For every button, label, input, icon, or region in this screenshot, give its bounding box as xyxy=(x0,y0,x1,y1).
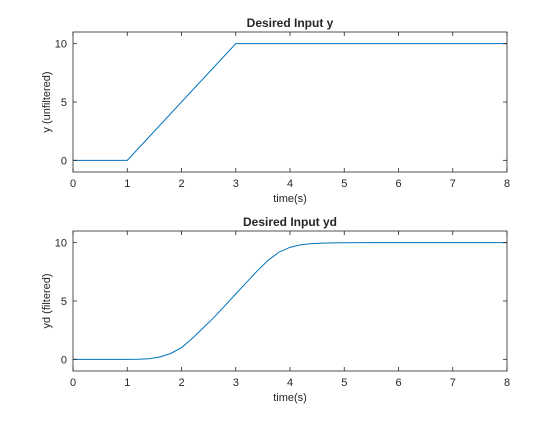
x-tick-label: 3 xyxy=(233,178,239,190)
y-axis-label: yd (filtered) xyxy=(41,273,53,328)
plot-area xyxy=(73,231,507,371)
x-tick-label: 5 xyxy=(341,377,347,389)
x-tick-label: 2 xyxy=(178,178,184,190)
x-tick-label: 8 xyxy=(504,377,510,389)
x-axis-label: time(s) xyxy=(273,392,307,404)
chart-2: 0 1 2 3 4 5 6 7 8 0 5 10 Desired Input yd time(s) yd (… xyxy=(41,215,510,404)
x-tick-label: 0 xyxy=(70,178,76,190)
plot-area xyxy=(73,32,507,172)
y-tick-label: 5 xyxy=(61,296,67,308)
x-tick-label: 6 xyxy=(395,377,401,389)
y-tick-label: 5 xyxy=(61,97,67,109)
x-tick-label: 1 xyxy=(124,377,130,389)
y-tick-label: 10 xyxy=(55,238,67,250)
y-tick-label: 10 xyxy=(55,39,67,51)
x-tick-label: 7 xyxy=(450,377,456,389)
x-tick-label: 6 xyxy=(395,178,401,190)
x-tick-label: 3 xyxy=(233,377,239,389)
chart-title: Desired Input yd xyxy=(243,215,337,229)
x-tick-label: 8 xyxy=(504,178,510,190)
y-tick-label: 0 xyxy=(61,354,67,366)
y-axis-label: y (unfiltered) xyxy=(41,71,53,132)
x-tick-label: 4 xyxy=(287,178,293,190)
x-tick-label: 5 xyxy=(341,178,347,190)
chart-title: Desired Input y xyxy=(247,16,334,30)
x-tick-label: 1 xyxy=(124,178,130,190)
x-axis-label: time(s) xyxy=(273,193,307,205)
x-tick-label: 4 xyxy=(287,377,293,389)
y-tick-label: 0 xyxy=(61,155,67,167)
x-tick-label: 0 xyxy=(70,377,76,389)
x-tick-label: 2 xyxy=(178,377,184,389)
x-tick-label: 7 xyxy=(450,178,456,190)
chart-1: 0 1 2 3 4 5 6 7 8 0 5 10 Desired Input y time(s) y (un… xyxy=(41,16,510,205)
